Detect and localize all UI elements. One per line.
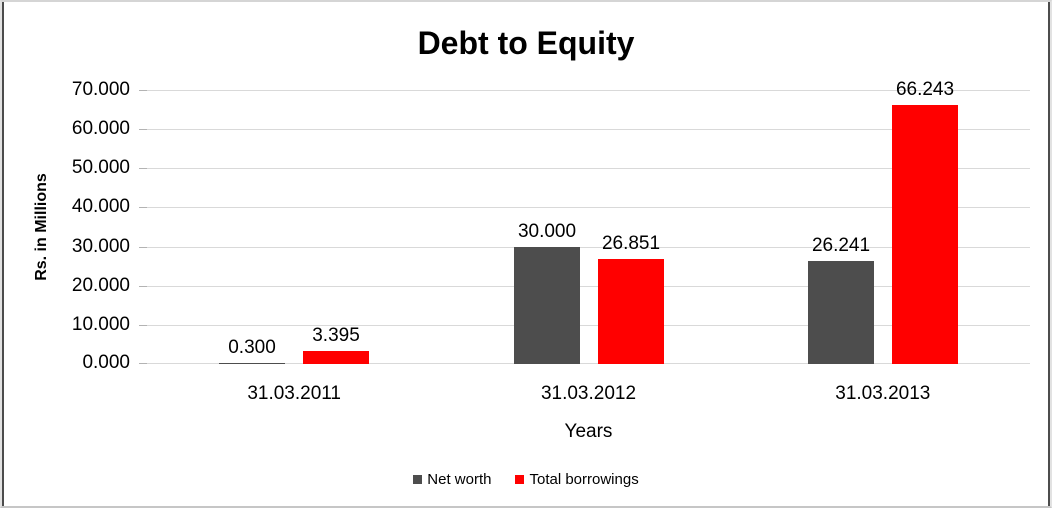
x-axis-title: Years <box>564 421 613 442</box>
y-axis-tick-mark <box>139 207 147 208</box>
y-axis-tick-label: 70.000 <box>71 79 130 100</box>
legend-swatch-total-borrowings <box>515 474 525 484</box>
gridline <box>147 168 1030 169</box>
legend-label: Net worth <box>427 470 492 488</box>
y-axis-tick-mark <box>139 247 147 248</box>
gridline <box>147 207 1030 208</box>
legend: Net worth Total borrowings <box>2 468 1050 490</box>
gridline <box>147 90 1030 91</box>
bar-value-label: 0.300 <box>228 337 276 358</box>
gridline <box>147 325 1030 326</box>
bar-value-label: 26.241 <box>811 235 871 256</box>
y-axis-tick-mark <box>139 325 147 326</box>
gridline <box>147 286 1030 287</box>
y-axis-tick-label: 60.000 <box>71 118 130 139</box>
y-axis-tick-mark <box>139 90 147 91</box>
bar-total-borrowings <box>892 105 958 364</box>
y-axis-tick-label: 50.000 <box>71 157 130 178</box>
gridline <box>147 363 1030 364</box>
y-axis-tick-mark <box>139 129 147 130</box>
y-axis-tick-mark <box>139 363 147 364</box>
bar-value-label: 30.000 <box>517 221 577 242</box>
x-axis-category-label: 31.03.2011 <box>247 383 341 404</box>
y-axis-tick-mark <box>139 168 147 169</box>
legend-item: Net worth <box>413 471 491 488</box>
y-axis-tick-label: 10.000 <box>71 314 130 335</box>
plot-area: 0.300 3.395 30.000 26.851 26.241 66.243 <box>147 79 1030 364</box>
bar-value-label: 26.851 <box>601 233 661 254</box>
y-axis-tick-label: 40.000 <box>71 196 130 217</box>
x-axis-category-label: 31.03.2013 <box>835 383 931 404</box>
bar-total-borrowings <box>303 351 369 364</box>
y-axis-tick-label: 20.000 <box>71 275 130 296</box>
legend-swatch-net-worth <box>413 474 423 484</box>
bar-value-label: 66.243 <box>895 79 955 100</box>
bar-total-borrowings <box>598 259 664 364</box>
bar-net-worth <box>514 247 580 364</box>
bar-value-label: 3.395 <box>312 325 360 346</box>
y-axis-title: Rs. in Millions <box>33 173 50 281</box>
y-axis-tick-label: 0.000 <box>82 352 130 373</box>
legend-item: Total borrowings <box>515 470 639 488</box>
bar-net-worth <box>808 261 874 364</box>
y-axis-tick-mark <box>139 286 147 287</box>
y-axis-tick-label: 30.000 <box>71 236 130 257</box>
chart-title: Debt to Equity <box>417 25 635 61</box>
gridline <box>147 247 1030 248</box>
x-axis-category-label: 31.03.2012 <box>540 383 637 404</box>
legend-label: Total borrowings <box>529 470 639 488</box>
bar-net-worth <box>219 363 285 364</box>
gridline <box>147 129 1030 130</box>
